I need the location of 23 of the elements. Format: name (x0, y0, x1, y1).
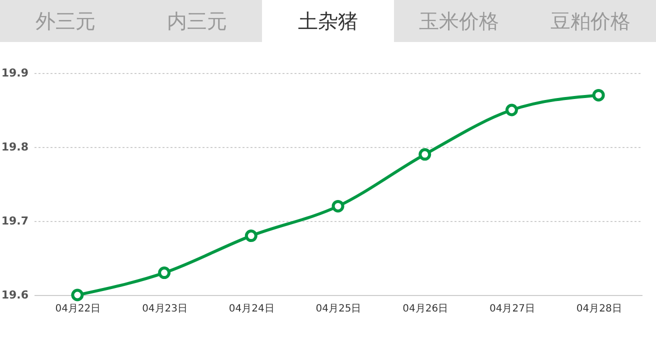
point (505, 104, 518, 116)
x-tick-label: 04月22日 (55, 304, 101, 314)
x-tick-label: 04月25日 (316, 304, 362, 314)
point (418, 148, 432, 161)
point (244, 230, 258, 242)
point (71, 288, 84, 302)
x-tick-label: 04月24日 (228, 304, 274, 314)
x-tick-label: 04月28日 (576, 304, 622, 314)
y-tick-label: 19.8 (1, 140, 28, 154)
y-tick-label: 19.6 (1, 288, 29, 302)
x-tick-label: 04月26日 (402, 304, 448, 314)
text: 外三元 (34, 8, 97, 35)
x-tick-label: 04月23日 (142, 304, 188, 314)
text: 豆粕价格 (549, 8, 632, 35)
x-tick-label: 04月27日 (489, 304, 535, 314)
point (592, 88, 605, 102)
point (332, 200, 344, 212)
chart-title: 土杂猪 (262, 0, 394, 42)
y-tick-label: 19.9 (1, 66, 28, 80)
point (158, 266, 171, 280)
text: 内三元 (166, 8, 228, 35)
text: 玉米价格 (418, 8, 500, 35)
y-tick-label: 19.7 (1, 214, 28, 228)
